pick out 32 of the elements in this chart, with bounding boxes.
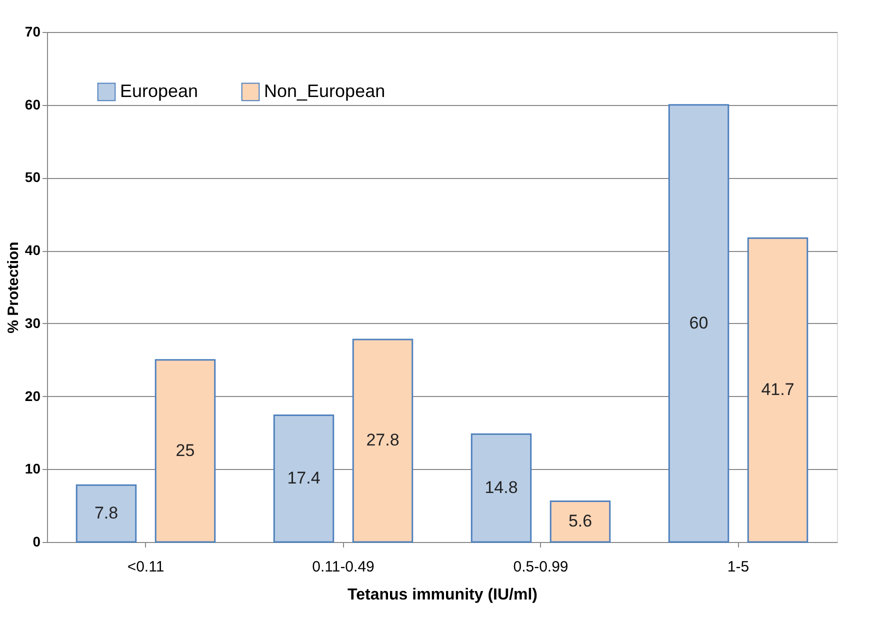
legend-label: European [120, 80, 198, 101]
x-tick-label: 0.11-0.49 [312, 558, 374, 576]
bar [273, 414, 334, 543]
data-label: 41.7 [761, 380, 794, 400]
y-tick-label: 0 [32, 534, 41, 550]
bar [550, 500, 611, 543]
y-axis-title: % Protection [4, 242, 22, 334]
legend-label: Non_European [264, 80, 386, 101]
data-label: 60 [689, 313, 708, 332]
data-label: 7.8 [94, 504, 118, 523]
bar [470, 433, 532, 543]
data-label: 14.8 [484, 478, 518, 498]
y-tick-label: 10 [24, 460, 41, 477]
x-tick-label: 1-5 [727, 558, 750, 576]
x-tick-label: 0.5-0.99 [513, 558, 568, 576]
x-tick-label: <0.11 [127, 558, 164, 576]
bar [668, 104, 730, 543]
y-tick-label: 20 [24, 388, 41, 404]
data-label: 17.4 [287, 468, 320, 488]
bar [352, 338, 414, 543]
bar [747, 237, 808, 543]
data-label: 27.8 [366, 430, 400, 450]
y-tick-label: 60 [24, 96, 41, 112]
x-axis-title: Tetanus immunity (IU/ml) [348, 586, 538, 604]
y-tick-label: 70 [24, 24, 41, 40]
data-label: 25 [176, 440, 195, 460]
bar [154, 359, 216, 543]
y-tick-label: 40 [24, 242, 41, 258]
y-tick-label: 30 [24, 314, 41, 331]
bar [76, 484, 137, 543]
y-tick-label: 50 [24, 169, 41, 186]
data-label: 5.6 [568, 512, 592, 531]
